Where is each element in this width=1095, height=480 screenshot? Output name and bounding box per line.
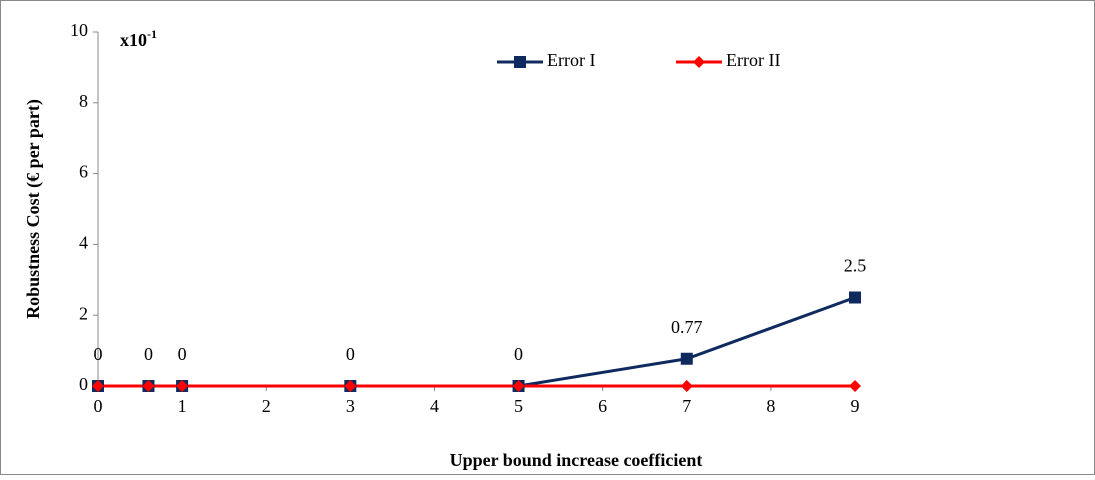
legend-label: Error II <box>726 50 780 70</box>
point <box>680 352 693 365</box>
point <box>344 380 357 392</box>
point <box>849 291 861 304</box>
x-tick-label: 4 <box>430 396 439 416</box>
x-axis-title: Upper bound increase coefficient <box>450 450 703 470</box>
x-tick-label: 8 <box>766 396 775 416</box>
data-label: 0 <box>94 344 103 364</box>
point <box>849 380 861 392</box>
data-label: 0.77 <box>671 317 703 337</box>
multiplier-base: x10 <box>120 30 147 50</box>
y-tick-label: 0 <box>79 374 88 394</box>
legend-marker <box>514 56 526 68</box>
x-tick-label: 5 <box>514 396 523 416</box>
x-tick-label: 9 <box>851 396 860 416</box>
data-label: 0 <box>346 344 355 364</box>
x-tick-label: 0 <box>94 396 103 416</box>
data-label: 0 <box>514 344 523 364</box>
x-tick-label: 2 <box>262 396 271 416</box>
y-tick-label: 6 <box>79 162 88 182</box>
y-tick-label: 2 <box>79 303 88 323</box>
multiplier-exponent: -1 <box>147 27 157 41</box>
axis-multiplier: x10-1 <box>120 27 157 50</box>
x-tick-label: 6 <box>598 396 607 416</box>
point <box>92 380 104 392</box>
data-label: 2.5 <box>844 256 867 276</box>
y-axis-title: Robustness Cost (€ per part) <box>23 99 44 319</box>
y-tick-label: 8 <box>79 91 88 111</box>
x-tick-label: 1 <box>178 396 187 416</box>
point <box>142 380 155 392</box>
data-label: 0 <box>178 344 187 364</box>
y-tick-label: 4 <box>79 233 88 253</box>
legend-marker <box>693 56 705 68</box>
point <box>680 380 693 392</box>
point <box>512 380 525 392</box>
legend-label: Error I <box>547 50 595 70</box>
data-label: 0 <box>144 344 153 364</box>
y-tick-label: 10 <box>70 20 88 40</box>
x-tick-label: 7 <box>682 396 691 416</box>
x-tick-label: 3 <box>346 396 355 416</box>
point <box>176 380 189 392</box>
